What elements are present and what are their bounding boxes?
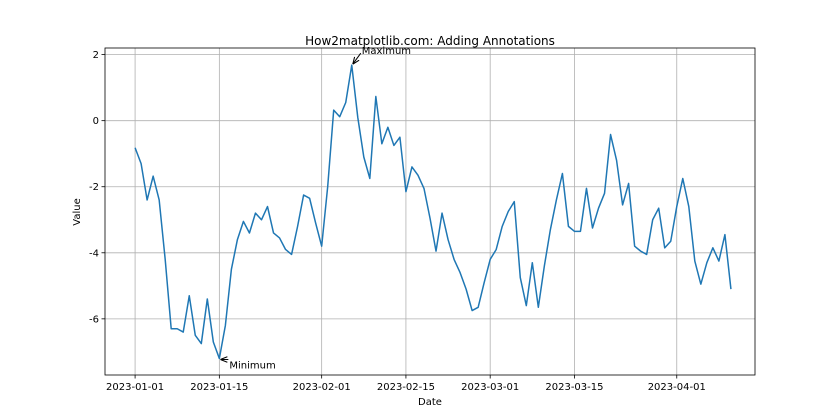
y-tick-label: 2 xyxy=(93,50,99,61)
x-tick-label: 2023-03-01 xyxy=(461,382,519,393)
y-axis-label: Value xyxy=(72,198,83,225)
y-tick-label: 0 xyxy=(93,116,99,127)
x-tick-label: 2023-02-15 xyxy=(377,382,435,393)
x-tick-label: 2023-01-01 xyxy=(106,382,164,393)
data-line xyxy=(134,64,732,360)
x-axis-label: Date xyxy=(418,397,442,408)
plot-area xyxy=(134,64,732,360)
annotation-text: Maximum xyxy=(362,46,411,57)
x-tick-label: 2023-01-15 xyxy=(190,382,248,393)
y-tick-label: -4 xyxy=(89,248,99,259)
axes-frame xyxy=(104,47,756,376)
y-tick-label: -6 xyxy=(89,314,99,325)
x-tick-label: 2023-02-01 xyxy=(293,382,351,393)
chart-title: How2matplotlib.com: Adding Annotations xyxy=(305,34,555,48)
grid xyxy=(105,48,755,375)
x-tick-label: 2023-04-01 xyxy=(648,382,706,393)
annotation-text: Minimum xyxy=(229,360,275,371)
x-tick-label: 2023-03-15 xyxy=(545,382,603,393)
annotation-arrow xyxy=(353,52,362,64)
y-tick-label: -2 xyxy=(89,182,99,193)
